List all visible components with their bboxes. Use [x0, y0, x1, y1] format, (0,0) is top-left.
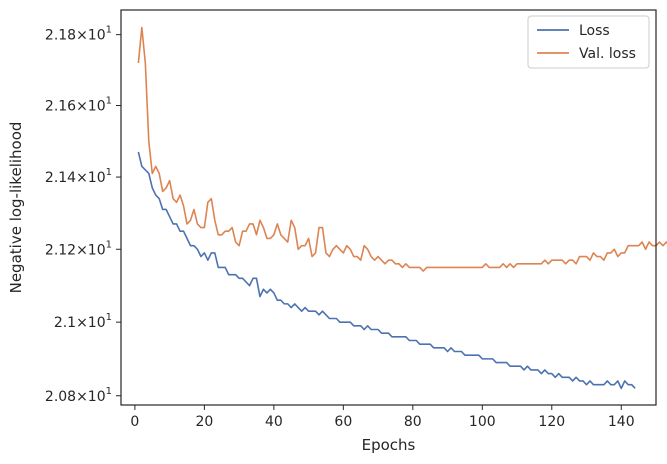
y-axis-ticks: 2.08×101 2.1×101 2.12×101 2.14×101 2.16×101 2… [45, 25, 121, 405]
legend: Loss Val. loss [527, 15, 650, 69]
x-tick-label: 140 [608, 414, 635, 430]
y-tick-label: 2.18×101 [45, 25, 112, 44]
plot-area [120, 9, 667, 406]
series-line-loss [137, 151, 636, 390]
x-tick-label: 120 [538, 414, 565, 430]
y-tick-label: 2.12×101 [45, 239, 112, 258]
legend-frame [527, 15, 650, 69]
y-tick-label: 2.14×101 [45, 167, 112, 186]
x-tick-label: 0 [130, 414, 139, 430]
y-tick-label: 2.08×101 [45, 386, 112, 405]
x-axis-ticks: 0 20 40 60 80 100 120 140 [130, 405, 635, 430]
x-tick-label: 60 [334, 414, 352, 430]
y-axis-label: Negative log-likelihood [7, 122, 25, 294]
y-tick-label: 2.1×101 [54, 312, 112, 331]
y-tick-label: 2.16×101 [45, 96, 112, 115]
series-line-val-loss [137, 26, 667, 272]
x-tick-label: 80 [404, 414, 422, 430]
axes-frame [120, 9, 657, 406]
x-tick-label: 100 [469, 414, 496, 430]
legend-label-loss: Loss [579, 23, 610, 39]
x-tick-label: 40 [265, 414, 283, 430]
legend-label-val-loss: Val. loss [579, 46, 636, 62]
x-axis-label: Epochs [362, 436, 416, 454]
x-tick-label: 20 [195, 414, 213, 430]
series-layer [137, 26, 667, 390]
